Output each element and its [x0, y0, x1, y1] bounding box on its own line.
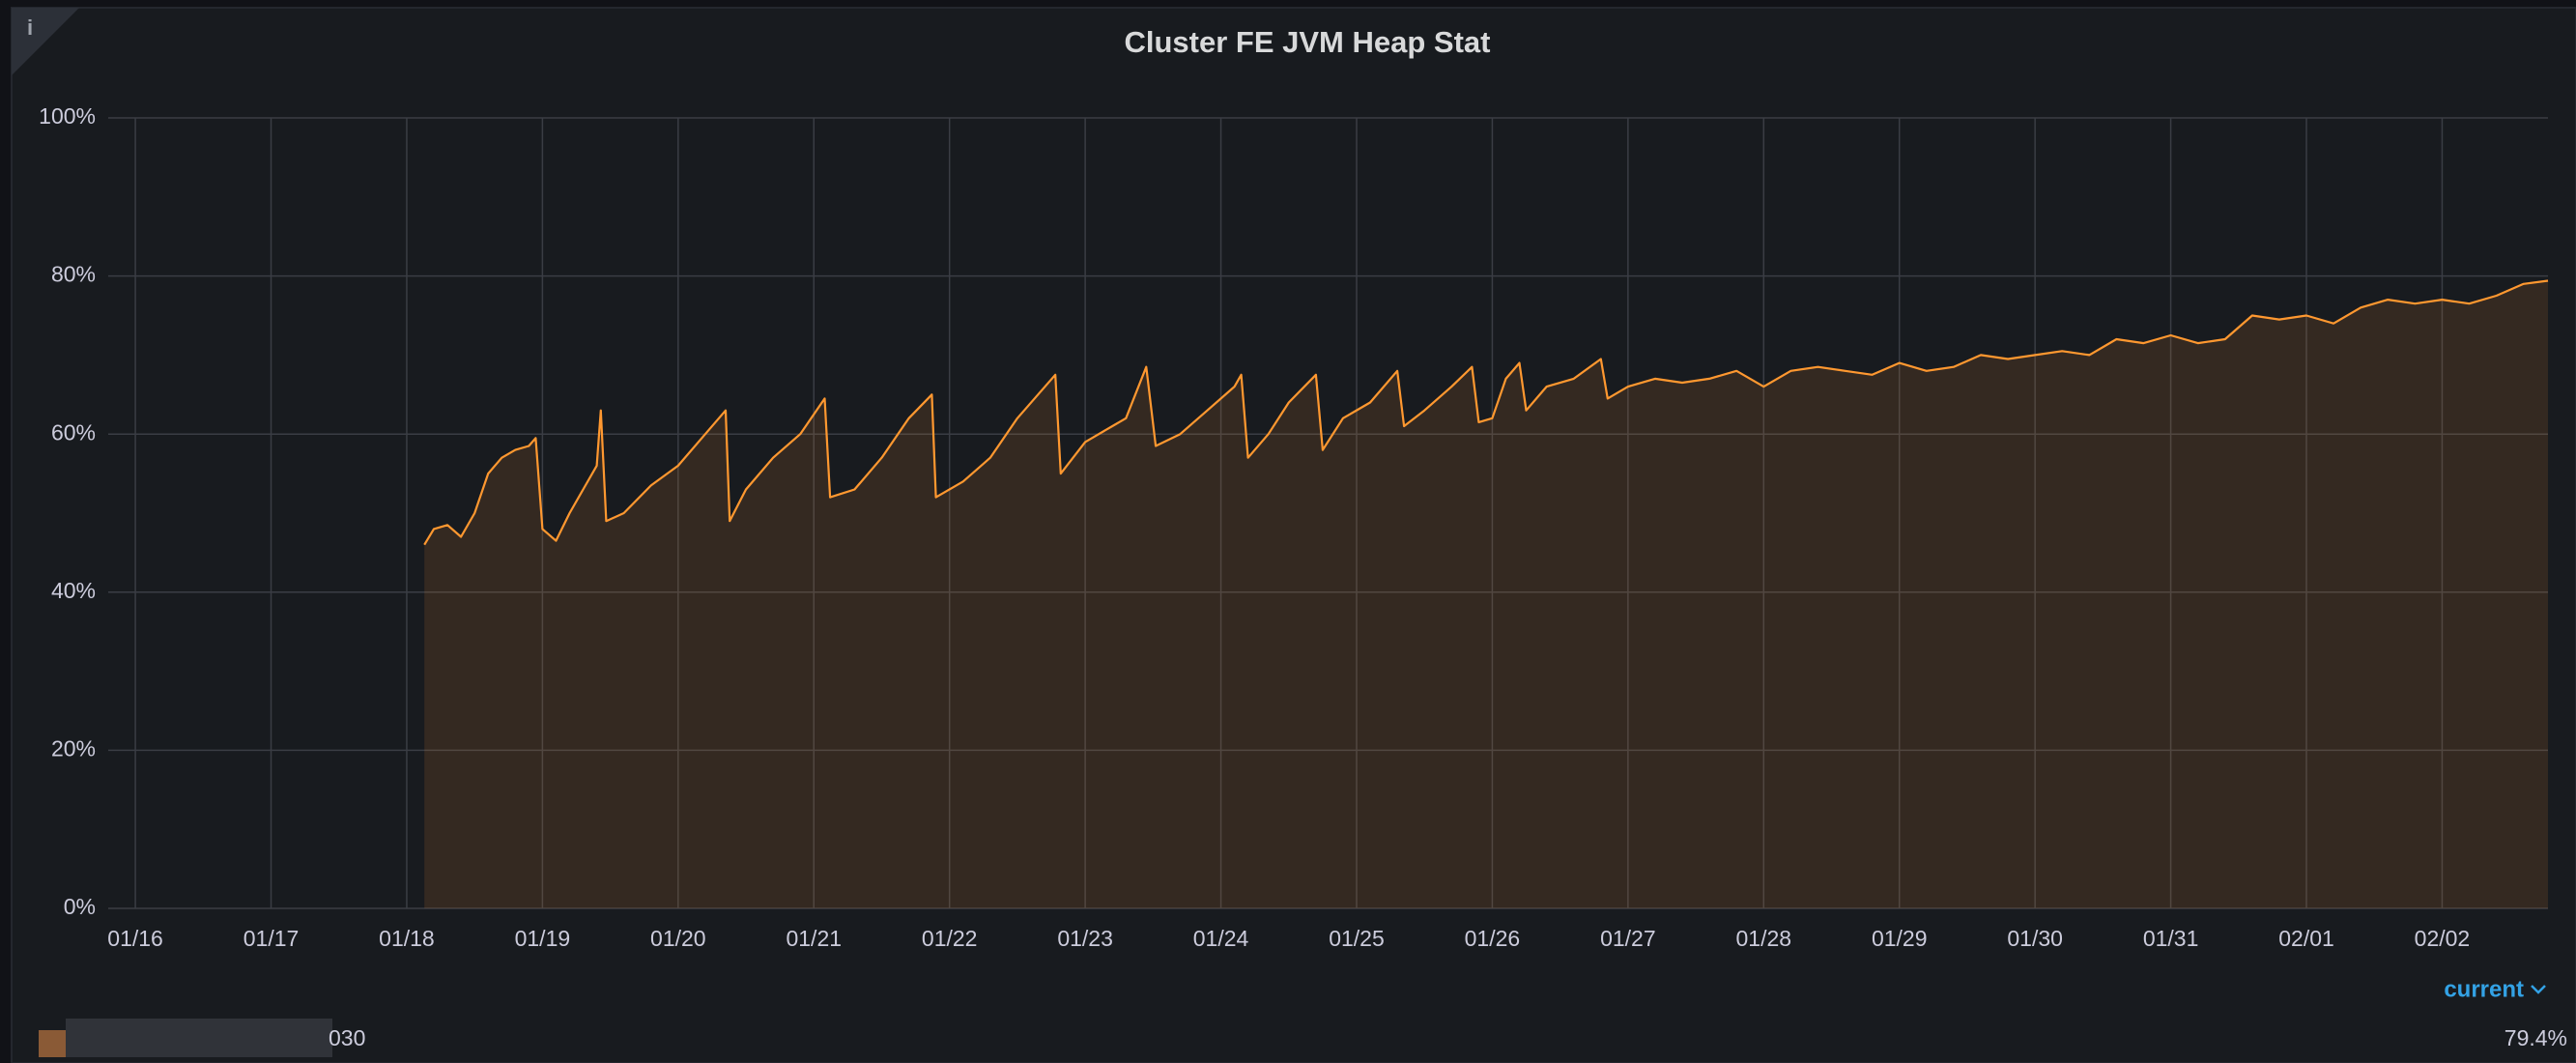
area-fill [424, 280, 2549, 908]
legend-name[interactable]: 030 [329, 1025, 365, 1050]
info-icon[interactable]: i [27, 15, 33, 40]
blurred-name [66, 1019, 332, 1057]
x-tick-label: 01/29 [1872, 926, 1928, 951]
y-tick-label: 60% [51, 419, 96, 445]
chart-title: Cluster FE JVM Heap Stat [1125, 25, 1491, 59]
x-tick-label: 01/19 [515, 926, 571, 951]
x-tick-label: 01/23 [1057, 926, 1113, 951]
x-tick-label: 01/26 [1465, 926, 1521, 951]
y-tick-label: 0% [64, 894, 96, 919]
y-tick-label: 20% [51, 735, 96, 761]
panel-bg [11, 7, 2576, 1063]
y-tick-label: 80% [51, 262, 96, 287]
x-tick-label: 01/30 [2007, 926, 2063, 951]
x-tick-label: 02/01 [2278, 926, 2334, 951]
x-tick-label: 01/17 [243, 926, 300, 951]
y-tick-label: 40% [51, 578, 96, 603]
plot [423, 279, 2549, 908]
grid [108, 117, 2548, 909]
x-tick-label: 01/28 [1736, 926, 1792, 951]
x-tick-label: 01/27 [1600, 926, 1656, 951]
legend-current: 79.4% [2504, 1025, 2567, 1050]
series-line [423, 279, 2549, 546]
y-tick-label: 100% [39, 103, 96, 129]
x-tick-label: 01/21 [786, 926, 842, 951]
legend-column-header[interactable]: current [2444, 976, 2524, 1002]
info-corner[interactable] [12, 8, 79, 75]
x-tick-label: 01/20 [650, 926, 706, 951]
sort-chevron[interactable] [2531, 985, 2546, 994]
x-tick-label: 02/02 [2415, 926, 2471, 951]
x-tick-label: 01/16 [107, 926, 163, 951]
x-tick-label: 01/22 [922, 926, 978, 951]
legend-swatch[interactable] [39, 1030, 66, 1057]
x-tick-label: 01/31 [2143, 926, 2199, 951]
x-tick-label: 01/25 [1329, 926, 1385, 951]
x-tick-label: 01/24 [1193, 926, 1249, 951]
x-tick-label: 01/18 [379, 926, 435, 951]
